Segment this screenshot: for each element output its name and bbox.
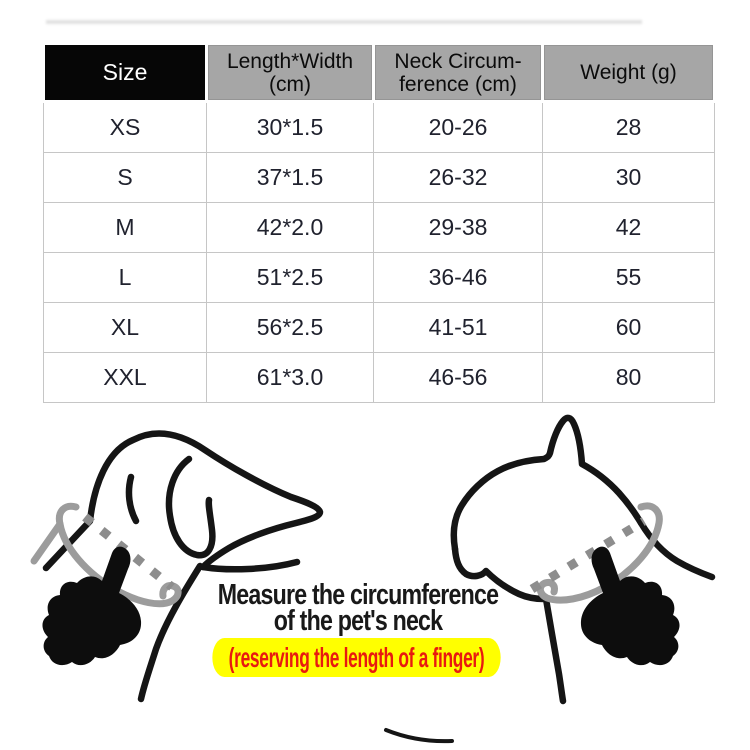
table-row: XS 30*1.5 20-26 28 (43, 101, 715, 153)
weight-cell: 60 (542, 302, 715, 353)
cat-head-outline (450, 414, 645, 553)
tape-loose-end (30, 520, 64, 565)
dog-neck-line (137, 562, 204, 703)
cat-neck-line (542, 595, 567, 705)
size-cell: XXL (43, 352, 207, 403)
column-header-size: Size (42, 42, 208, 103)
size-chart-table: Size Length*Width (cm) Neck Circum- fere… (42, 42, 716, 403)
size-cell: XS (43, 101, 207, 153)
table-row: S 37*1.5 26-32 30 (43, 152, 715, 203)
table-row: L 51*2.5 36-46 55 (43, 252, 715, 303)
cat-measuring-tape (536, 502, 663, 604)
measure-instruction-text: Measure the circumference of the pet's n… (217, 579, 499, 637)
length-width-cell: 56*2.5 (206, 302, 374, 353)
length-width-cell: 61*3.0 (206, 352, 374, 403)
weight-cell: 42 (542, 202, 715, 253)
neck-cell: 20-26 (373, 101, 543, 153)
size-chart: Size Length*Width (cm) Neck Circum- fere… (42, 42, 716, 403)
weight-cell: 28 (542, 101, 715, 153)
cat-back-line (637, 519, 716, 581)
cat-neck-dashed-line (529, 517, 647, 593)
table-row: XL 56*2.5 41-51 60 (43, 302, 715, 353)
dog-neck-dashed-line (82, 513, 175, 591)
length-width-cell: 51*2.5 (206, 252, 374, 303)
note-pill-container: (reserving the length of a finger) (113, 638, 601, 677)
size-cell: XL (43, 302, 207, 353)
tape-arc (536, 502, 663, 604)
length-width-cell: 42*2.0 (206, 202, 374, 253)
neck-cell: 36-46 (373, 252, 543, 303)
column-header-neck-circumference: Neck Circum- ference (cm) (372, 42, 544, 103)
column-header-length-width: Length*Width (cm) (205, 42, 375, 103)
dog-jaw-line (199, 558, 301, 573)
dog-ear-front-line (125, 473, 140, 525)
divider-artifact (46, 20, 642, 24)
measuring-instructions-illustration (0, 400, 750, 750)
cat-chest-line (384, 728, 454, 744)
weight-cell: 80 (542, 352, 715, 403)
finger-length-note: (reserving the length of a finger) (212, 638, 501, 677)
cat-head-illustration (384, 414, 716, 744)
dog-head-illustration (42, 430, 324, 703)
neck-cell: 29-38 (373, 202, 543, 253)
cat-muzzle-chin-line (451, 545, 548, 603)
cat-hand-silhouette (580, 546, 680, 666)
neck-cell: 26-32 (373, 152, 543, 203)
length-width-cell: 30*1.5 (206, 101, 374, 153)
dog-ear-outline (165, 455, 216, 559)
size-cell: S (43, 152, 207, 203)
size-cell: M (43, 202, 207, 253)
neck-cell: 46-56 (373, 352, 543, 403)
header-row: Size Length*Width (cm) Neck Circum- fere… (42, 42, 716, 103)
dog-hand-silhouette (42, 546, 142, 666)
size-cell: L (43, 252, 207, 303)
length-width-cell: 37*1.5 (206, 152, 374, 203)
weight-cell: 30 (542, 152, 715, 203)
neck-cell: 41-51 (373, 302, 543, 353)
table-row: M 42*2.0 29-38 42 (43, 202, 715, 253)
weight-cell: 55 (542, 252, 715, 303)
dog-head-outline (42, 430, 324, 572)
column-header-weight: Weight (g) (541, 42, 716, 103)
table-row: XXL 61*3.0 46-56 80 (43, 352, 715, 403)
